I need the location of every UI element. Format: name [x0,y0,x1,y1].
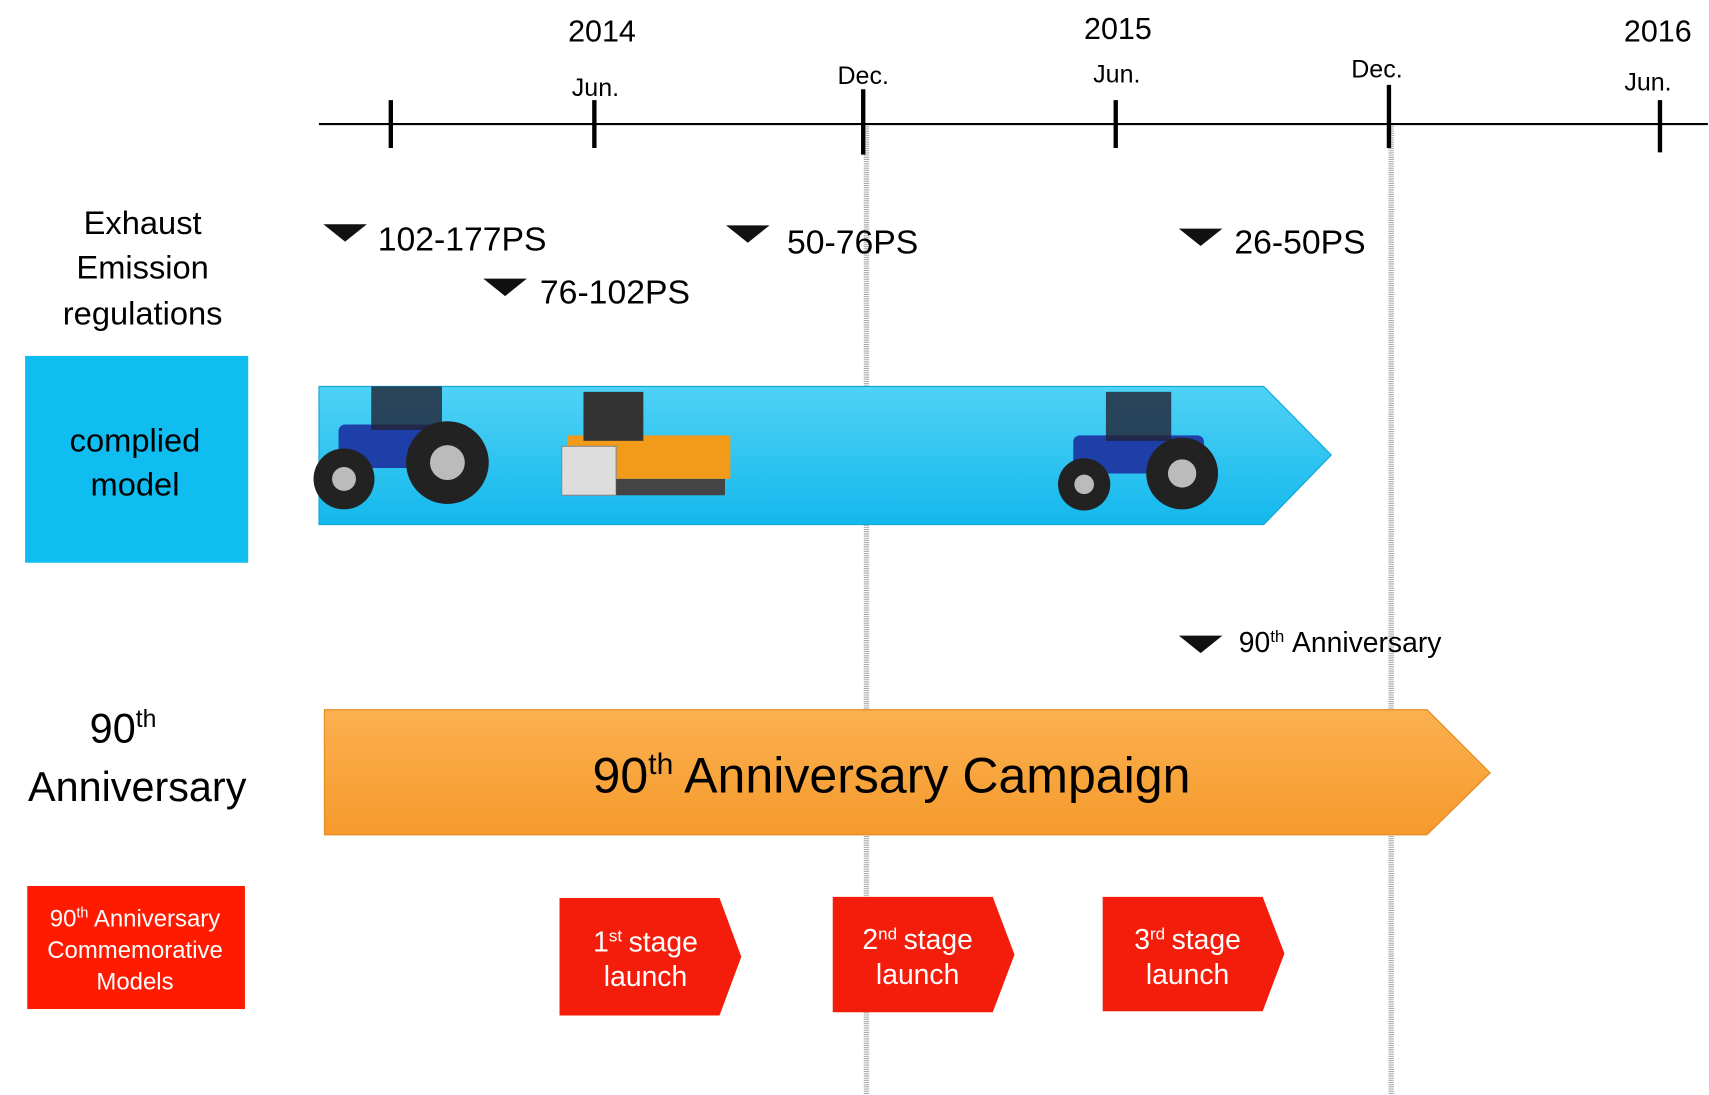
month-labels: Jun. Dec. Jun. Dec. Jun. [572,55,1672,102]
milestone-label: 76-102PS [540,274,690,312]
month-label: Dec. [837,62,888,90]
ordinal-suffix: nd [878,924,897,943]
ordinal-suffix: st [609,927,622,946]
year-label: 2016 [1624,14,1692,48]
text: stage [904,923,973,955]
row-label: Exhaust [84,204,202,241]
anniversary-label: Anniversary [28,764,247,810]
row-label: regulations [63,294,223,331]
month-label: Jun. [1624,68,1671,96]
timeline-diagram: 2014 2015 2016 Jun. Dec. Jun. Dec. Jun. … [0,0,1709,1095]
ordinal-suffix: th [648,748,673,781]
text: stage [1172,923,1241,955]
marker [323,224,367,241]
number: 1 [593,925,609,957]
milestone-label: 50-76PS [787,224,918,262]
ordinal-suffix: th [136,706,157,733]
number: 90 [1239,626,1270,658]
box-label: Models [96,968,173,995]
text: Anniversary [94,905,220,932]
box-label: Commemorative [47,937,223,964]
box-label: model [91,465,180,502]
number: 90 [593,747,649,803]
year-labels: 2014 2015 2016 [568,12,1692,48]
marker [483,279,527,296]
ordinal-suffix: th [1270,627,1284,646]
stage-label: launch [604,960,687,992]
year-label: 2015 [1084,12,1152,46]
stage-label: launch [876,958,959,990]
ordinal-suffix: rd [1150,924,1165,943]
number: 90 [50,905,77,932]
text: Anniversary Campaign [684,747,1190,803]
ordinal-suffix: th [76,906,88,922]
month-label: Dec. [1351,55,1402,83]
text: stage [629,925,698,957]
page: { "timeline": { "years": ["2014", "2015"… [0,0,1709,1095]
milestone-labels: 102-177PS 76-102PS 50-76PS 26-50PS [378,220,1366,311]
emission-label: Exhaust Emission regulations [63,204,223,331]
month-label: Jun. [572,74,619,102]
box-label: 90th Anniversary [50,905,220,932]
marker [726,225,770,242]
anniversary-label: 90th [90,705,157,751]
number: 3 [1134,923,1150,955]
number: 90 [90,705,136,751]
complied-box [25,356,248,563]
box-label: complied [70,422,201,459]
milestone-label: 102-177PS [378,220,547,258]
milestone-label: 26-50PS [1234,224,1365,262]
month-label: Jun. [1093,61,1140,89]
marker [1179,636,1223,653]
marker [1179,229,1223,246]
text: Anniversary [1292,626,1442,658]
stage-label: launch [1146,958,1229,990]
anniversary-marker-label: 90th Anniversary [1239,626,1443,658]
number: 2 [862,923,878,955]
row-label: Emission [76,249,208,286]
year-label: 2014 [568,14,636,48]
